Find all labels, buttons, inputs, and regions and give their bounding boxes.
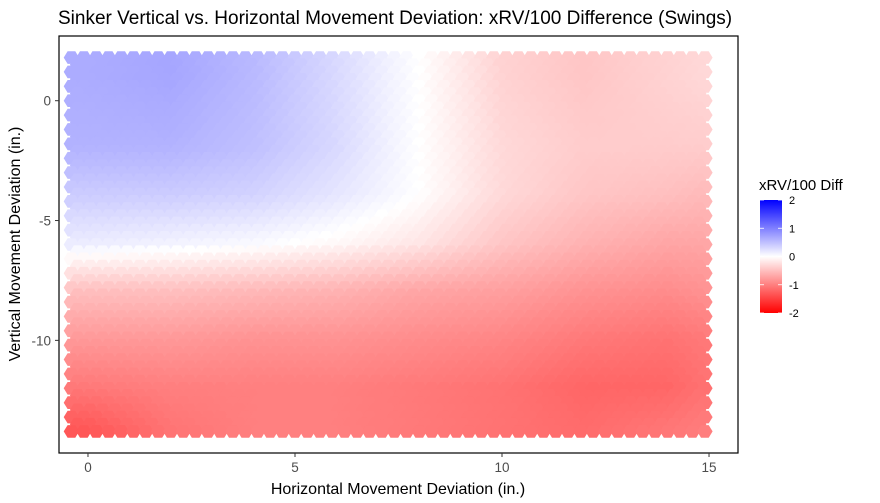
x-axis-title: Horizontal Movement Deviation (in.) (271, 481, 525, 498)
hex-cell (697, 425, 713, 438)
hex-cell (473, 425, 489, 438)
legend-tick-label: -1 (789, 280, 799, 292)
hex-cell (274, 425, 291, 438)
y-tick-label: 0 (43, 94, 51, 109)
color-legend: xRV/100 Diff 2 1 0 -1 -2 (759, 177, 843, 320)
hex-cell (461, 425, 477, 438)
hex-cell (225, 425, 241, 438)
hex-cell (585, 425, 601, 438)
hex-cell (287, 425, 303, 438)
hex-cell (312, 425, 328, 438)
hex-cell (138, 425, 154, 438)
hex-cell (610, 425, 626, 438)
hex-cell (262, 425, 278, 438)
hex-cell (200, 425, 216, 438)
hex-cell (399, 425, 415, 438)
hex-cell (163, 425, 179, 438)
hex-cell (672, 425, 688, 438)
hex-cell (448, 425, 465, 438)
hex-cells (63, 51, 713, 438)
x-tick-label: 10 (494, 460, 509, 475)
hex-cell (436, 425, 452, 438)
legend-tick-label: 0 (789, 252, 795, 264)
hex-cell (635, 425, 651, 438)
hex-cell (573, 425, 589, 438)
hex-cell (63, 425, 80, 438)
hex-cell (299, 425, 316, 438)
hex-cell (101, 425, 117, 438)
hex-cell (113, 425, 129, 438)
hex-cell (76, 425, 92, 438)
y-axis-title: Vertical Movement Deviation (in.) (7, 127, 24, 362)
hex-cell (187, 425, 204, 438)
legend-tick-label: -2 (789, 308, 799, 320)
hex-cell (250, 425, 266, 438)
hex-cell (175, 425, 191, 438)
hex-cell (237, 425, 253, 438)
legend-tick-label: 2 (789, 195, 795, 207)
x-tick-label: 15 (702, 460, 717, 475)
hex-cell (411, 425, 427, 438)
hex-cell (349, 425, 365, 438)
hex-cell (88, 425, 104, 438)
y-axis: 0 -5 -10 (31, 94, 59, 348)
hex-cell (548, 425, 564, 438)
plot-panel-border (58, 35, 739, 454)
hex-cell (597, 425, 614, 438)
hex-cell (361, 425, 378, 438)
legend-tick-label: 1 (789, 223, 795, 235)
hex-cell (510, 425, 527, 438)
hex-cell (498, 425, 514, 438)
hex-cell (647, 425, 663, 438)
legend-title: xRV/100 Diff (759, 177, 843, 194)
hex-cell (535, 425, 552, 438)
legend-colorbar (760, 200, 782, 313)
hex-cell (337, 425, 353, 438)
hex-cell (684, 425, 701, 438)
x-tick-label: 5 (291, 460, 299, 475)
hex-cell (523, 425, 539, 438)
hex-cell (386, 425, 403, 438)
x-axis: 0 5 10 15 (84, 453, 717, 475)
hex-cell (374, 425, 390, 438)
hex-cell (659, 425, 676, 438)
legend-ticks: 2 1 0 -1 -2 (760, 195, 799, 320)
chart-title: Sinker Vertical vs. Horizontal Movement … (58, 8, 732, 29)
hex-cell (486, 425, 502, 438)
y-tick-label: -5 (39, 214, 51, 229)
hex-cell (560, 425, 576, 438)
x-tick-label: 0 (84, 460, 92, 475)
hex-cell (212, 425, 229, 438)
hex-cell (125, 425, 142, 438)
hex-cell (150, 425, 167, 438)
hex-cell (622, 425, 639, 438)
y-tick-label: -10 (31, 333, 51, 348)
hex-cell (423, 425, 440, 438)
hex-cell (324, 425, 340, 438)
